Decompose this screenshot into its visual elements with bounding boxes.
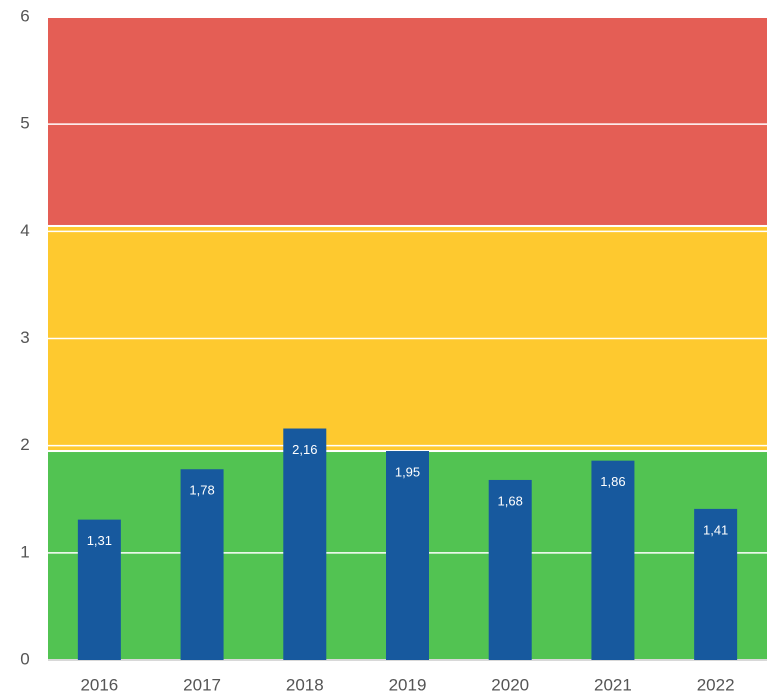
x-tick-label: 2021 bbox=[594, 675, 632, 694]
value-label: 1,95 bbox=[395, 464, 420, 479]
value-label: 1,41 bbox=[703, 522, 728, 537]
x-tick-label: 2022 bbox=[697, 675, 735, 694]
value-label: 1,68 bbox=[498, 493, 523, 508]
bar bbox=[694, 508, 738, 660]
y-tick-label: 5 bbox=[20, 114, 29, 133]
x-tick-label: 2019 bbox=[389, 675, 427, 694]
y-tick-label: 4 bbox=[20, 221, 29, 240]
bar bbox=[386, 451, 429, 660]
x-tick-label: 2020 bbox=[491, 675, 529, 694]
bar bbox=[283, 428, 327, 660]
x-tick-label: 2017 bbox=[183, 675, 221, 694]
bar bbox=[591, 460, 635, 660]
y-tick-label: 1 bbox=[20, 542, 29, 561]
value-label: 1,78 bbox=[189, 483, 214, 498]
value-label: 1,86 bbox=[600, 474, 625, 489]
y-tick-label: 3 bbox=[20, 328, 29, 347]
value-label: 2,16 bbox=[292, 442, 317, 457]
bar bbox=[488, 479, 532, 660]
bar bbox=[180, 469, 224, 660]
y-tick-label: 0 bbox=[20, 649, 29, 668]
x-tick-label: 2016 bbox=[80, 675, 118, 694]
x-tick-label: 2018 bbox=[286, 675, 324, 694]
y-tick-label: 6 bbox=[20, 6, 29, 25]
y-tick-label: 2 bbox=[20, 435, 29, 454]
bar bbox=[77, 519, 121, 660]
threshold-band bbox=[48, 18, 767, 225]
value-label: 1,31 bbox=[87, 533, 112, 548]
